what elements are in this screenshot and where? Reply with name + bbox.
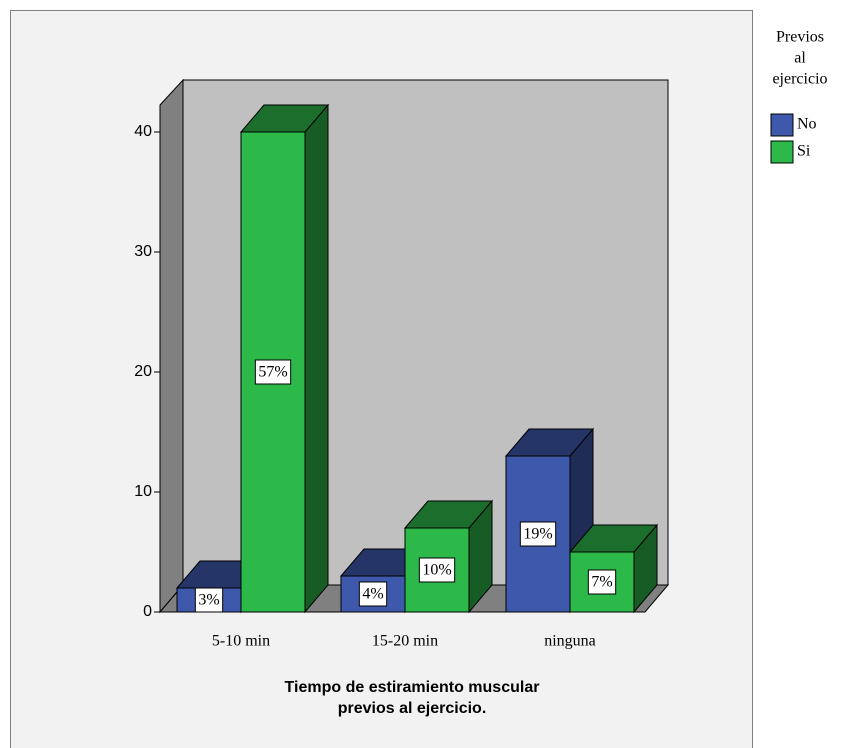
data-label: 4%: [362, 586, 383, 603]
legend-title: ejercicio: [772, 71, 827, 88]
data-label-box: [358, 581, 388, 607]
legend-swatch: [770, 113, 794, 137]
x-tick-label: ninguna: [544, 633, 596, 650]
legend-swatch: [770, 140, 794, 164]
data-label: 19%: [523, 526, 552, 543]
y-tick-label: 0: [143, 603, 152, 620]
legend-title: Previos: [776, 29, 824, 46]
y-tick-label: 10: [134, 483, 152, 500]
data-label: 10%: [422, 562, 451, 579]
x-tick-label: 15-20 min: [372, 633, 438, 650]
bar: [505, 455, 571, 613]
data-label-box: [519, 521, 557, 547]
data-label-box: [254, 359, 292, 385]
x-axis-title: previos al ejercicio.: [338, 700, 487, 717]
data-label-box: [194, 587, 224, 613]
left-wall: [159, 78, 184, 614]
legend-title: al: [794, 50, 806, 67]
y-tick-label: 20: [134, 363, 152, 380]
legend-label: No: [797, 116, 817, 133]
data-label-box: [418, 557, 456, 583]
data-label: 57%: [258, 364, 287, 381]
x-axis-title: Tiempo de estiramiento muscular: [285, 679, 540, 696]
legend-label: Si: [797, 143, 811, 160]
data-label: 3%: [198, 592, 219, 609]
x-tick-label: 5-10 min: [212, 633, 270, 650]
bar-side: [304, 103, 329, 614]
y-tick-label: 40: [134, 123, 152, 140]
data-label-box: [587, 569, 617, 595]
data-label: 7%: [591, 574, 612, 591]
y-tick-label: 30: [134, 243, 152, 260]
